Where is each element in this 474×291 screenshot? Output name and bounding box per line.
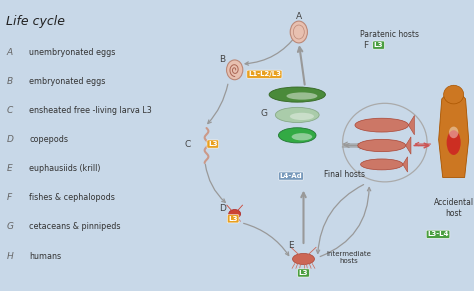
Text: B: B xyxy=(7,77,13,86)
Text: Intermediate
hosts: Intermediate hosts xyxy=(327,251,371,264)
Text: euphausiids (krill): euphausiids (krill) xyxy=(29,164,100,173)
Ellipse shape xyxy=(269,87,325,102)
Text: L3: L3 xyxy=(374,42,383,48)
Ellipse shape xyxy=(361,159,403,170)
Ellipse shape xyxy=(275,107,319,123)
Text: Life cycle: Life cycle xyxy=(7,15,65,28)
Ellipse shape xyxy=(286,93,318,100)
Ellipse shape xyxy=(290,113,314,120)
Polygon shape xyxy=(438,86,469,178)
Text: L4-Ad: L4-Ad xyxy=(280,173,302,179)
Text: C: C xyxy=(185,140,191,148)
Text: Paratenic hosts: Paratenic hosts xyxy=(360,31,419,39)
Text: humans: humans xyxy=(29,252,61,260)
Ellipse shape xyxy=(227,60,243,80)
Ellipse shape xyxy=(292,133,312,140)
Text: E: E xyxy=(288,242,294,250)
Text: E: E xyxy=(7,164,12,173)
Text: D: D xyxy=(7,135,13,144)
Text: B: B xyxy=(219,55,225,64)
Text: G: G xyxy=(7,223,13,231)
Text: L1-L2/L3: L1-L2/L3 xyxy=(248,71,281,77)
Ellipse shape xyxy=(449,127,458,138)
Text: ensheated free -living larva L3: ensheated free -living larva L3 xyxy=(29,106,152,115)
Polygon shape xyxy=(409,116,414,135)
Ellipse shape xyxy=(355,118,409,132)
Text: H: H xyxy=(7,252,13,260)
Text: A: A xyxy=(296,12,302,20)
Text: F: F xyxy=(364,41,369,49)
Text: L3: L3 xyxy=(228,216,238,222)
Ellipse shape xyxy=(447,130,461,155)
Circle shape xyxy=(444,85,464,104)
Text: F: F xyxy=(7,194,11,202)
Text: Final hosts: Final hosts xyxy=(324,170,365,179)
Polygon shape xyxy=(403,157,408,172)
Text: copepods: copepods xyxy=(29,135,68,144)
Ellipse shape xyxy=(290,21,308,43)
Text: embryonated eggs: embryonated eggs xyxy=(29,77,105,86)
Text: L3: L3 xyxy=(208,141,218,147)
Text: C: C xyxy=(7,106,13,115)
Text: Accidental
host: Accidental host xyxy=(434,198,474,218)
Text: L3: L3 xyxy=(299,270,308,276)
Text: A: A xyxy=(7,48,13,57)
Text: fishes & cephalopods: fishes & cephalopods xyxy=(29,194,115,202)
Ellipse shape xyxy=(292,253,314,265)
Text: D: D xyxy=(219,204,226,212)
Text: unembryonated eggs: unembryonated eggs xyxy=(29,48,115,57)
Ellipse shape xyxy=(229,210,241,218)
Ellipse shape xyxy=(358,139,406,152)
Ellipse shape xyxy=(279,128,316,143)
Text: G: G xyxy=(261,109,268,118)
Text: L3-L4: L3-L4 xyxy=(427,231,449,237)
Polygon shape xyxy=(406,137,411,154)
Text: cetaceans & pinnipeds: cetaceans & pinnipeds xyxy=(29,223,120,231)
